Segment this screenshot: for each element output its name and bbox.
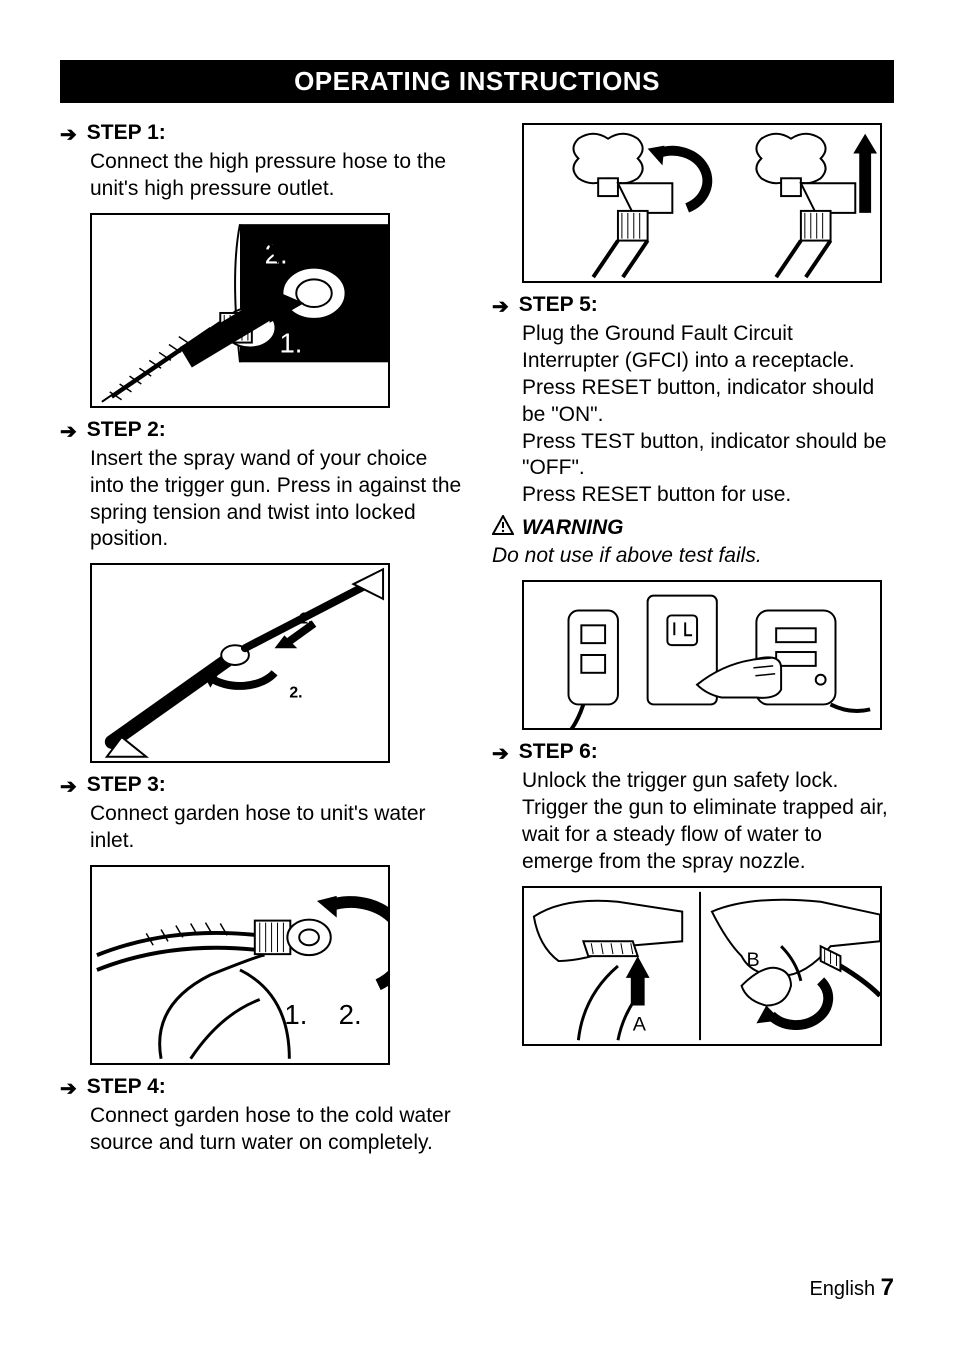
warning-heading: WARNING <box>492 515 894 541</box>
svg-text:B: B <box>747 949 760 971</box>
svg-text:A: A <box>633 1013 647 1035</box>
warning-text: Do not use if above test fails. <box>492 543 894 570</box>
left-column: ➔ STEP 1: Connect the high pressure hose… <box>60 113 462 1157</box>
step-5-body-4: Press RESET button for use. <box>522 482 894 509</box>
step-4: ➔ STEP 4: Connect garden hose to the col… <box>60 1075 462 1157</box>
warning-label: WARNING <box>522 516 624 540</box>
arrow-icon: ➔ <box>60 123 77 147</box>
step-5-body-1: Plug the Ground Fault Circuit Interrupte… <box>522 321 894 375</box>
step-3-body: Connect garden hose to unit's water inle… <box>90 801 462 855</box>
step-2-label: STEP 2: <box>87 418 166 442</box>
step-3-label: STEP 3: <box>87 773 166 797</box>
step-5-figure <box>522 580 882 730</box>
right-column: ➔ STEP 5: Plug the Ground Fault Circuit … <box>492 113 894 1157</box>
svg-text:2.: 2. <box>339 999 362 1030</box>
step-6-figure: A B <box>522 886 882 1046</box>
step-5-label: STEP 5: <box>519 293 598 317</box>
step-2: ➔ STEP 2: Insert the spray wand of your … <box>60 418 462 764</box>
step-1-body: Connect the high pressure hose to the un… <box>90 149 462 203</box>
step-6: ➔ STEP 6: Unlock the trigger gun safety … <box>492 740 894 1046</box>
step-1-figure: 2. 1. <box>90 213 390 408</box>
svg-text:1.: 1. <box>279 327 302 358</box>
arrow-icon: ➔ <box>60 420 77 444</box>
step-5-body-3: Press TEST button, indicator should be "… <box>522 429 894 483</box>
footer-page-number: 7 <box>881 1274 894 1301</box>
arrow-icon: ➔ <box>60 1077 77 1101</box>
svg-text:2.: 2. <box>289 685 302 702</box>
page-footer: English 7 <box>809 1274 894 1302</box>
content-columns: ➔ STEP 1: Connect the high pressure hose… <box>60 113 894 1157</box>
arrow-icon: ➔ <box>492 742 509 766</box>
step-3-figure: 1. 2. <box>90 865 390 1065</box>
arrow-icon: ➔ <box>492 295 509 319</box>
step-4-body: Connect garden hose to the cold water so… <box>90 1103 462 1157</box>
step-1-label: STEP 1: <box>87 121 166 145</box>
step-6-body: Unlock the trigger gun safety lock. Trig… <box>522 768 894 876</box>
step-2-figure: 1. 2. <box>90 563 390 763</box>
step-5: ➔ STEP 5: Plug the Ground Fault Circuit … <box>492 293 894 509</box>
step-4-figure <box>522 123 882 283</box>
section-header: OPERATING INSTRUCTIONS <box>60 60 894 103</box>
arrow-icon: ➔ <box>60 775 77 799</box>
step-1: ➔ STEP 1: Connect the high pressure hose… <box>60 121 462 408</box>
footer-language: English <box>809 1278 875 1300</box>
step-2-body: Insert the spray wand of your choice int… <box>90 446 462 554</box>
warning-icon <box>492 515 514 541</box>
step-6-label: STEP 6: <box>519 740 598 764</box>
step-5-body-2: Press RESET button, indicator should be … <box>522 375 894 429</box>
svg-text:1.: 1. <box>284 999 307 1030</box>
step-4-label: STEP 4: <box>87 1075 166 1099</box>
step-3: ➔ STEP 3: Connect garden hose to unit's … <box>60 773 462 1065</box>
